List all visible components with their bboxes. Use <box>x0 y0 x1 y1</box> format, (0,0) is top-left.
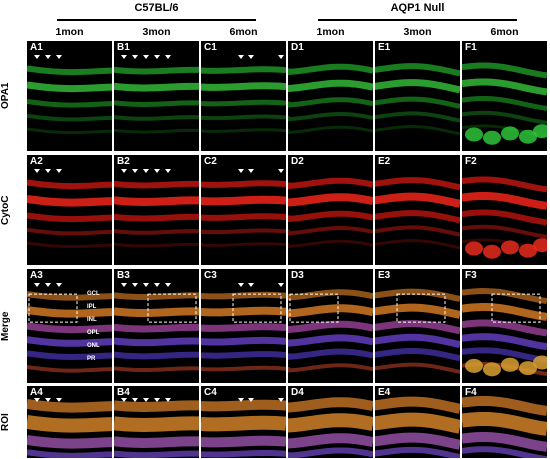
image-panel-cytoc: F2 <box>462 155 547 265</box>
micrograph <box>288 289 373 373</box>
micrograph <box>288 63 373 134</box>
group-title: AQP1 Null <box>390 2 445 14</box>
column-label: 6mon <box>490 26 519 38</box>
column-label: 3mon <box>403 26 432 38</box>
panel-label: F3 <box>465 270 477 281</box>
micrograph <box>201 55 286 133</box>
panel-label: B2 <box>117 156 130 167</box>
image-panel-opa1: B1 <box>114 41 199 151</box>
image-panel-merge: E3 <box>375 269 460 383</box>
panel-label: A2 <box>30 156 43 167</box>
image-panel-opa1: D1 <box>288 41 373 151</box>
micrograph <box>201 398 286 458</box>
retinal-layer-label: IPL <box>87 304 97 310</box>
image-panel-roi: B4 <box>114 386 199 458</box>
panel-label: A3 <box>30 270 43 281</box>
image-panel-roi: C4 <box>201 386 286 458</box>
micrograph <box>114 398 199 458</box>
panel-label: D1 <box>291 42 304 53</box>
micrograph <box>375 396 460 458</box>
retinal-layer-label: ONL <box>87 343 100 349</box>
micrograph <box>114 55 199 134</box>
panel-label: E3 <box>378 270 391 281</box>
image-panel-roi: E4 <box>375 386 460 458</box>
group-title: C57BL/6 <box>134 2 179 14</box>
retinal-layer-label: INL <box>87 317 97 323</box>
image-panel-cytoc: D2 <box>288 155 373 265</box>
micrograph <box>27 283 112 373</box>
panel-label: D2 <box>291 156 304 167</box>
row-label-merge: Merge <box>0 311 11 341</box>
panel-label: F1 <box>465 42 477 53</box>
panel-label: F2 <box>465 156 477 167</box>
image-panel-roi: A4 <box>27 386 112 458</box>
micrograph <box>462 288 547 377</box>
image-panel-cytoc: B2 <box>114 155 199 265</box>
image-panel-opa1: F1 <box>462 41 547 151</box>
image-panel-opa1: A1 <box>27 41 112 151</box>
retinal-layer-label: OPL <box>87 330 100 336</box>
panel-label: D3 <box>291 270 304 281</box>
panel-label: C4 <box>204 387 217 398</box>
image-panel-opa1: E1 <box>375 41 460 151</box>
column-label: 1mon <box>316 26 345 38</box>
image-panel-merge: F3 <box>462 269 547 383</box>
image-panel-roi: F4 <box>462 386 547 458</box>
image-panel-opa1: C1 <box>201 41 286 151</box>
image-panel-merge: D3 <box>288 269 373 383</box>
micrograph <box>375 288 460 374</box>
image-panel-roi: D4 <box>288 386 373 458</box>
image-panel-merge: A3 GCL IPL INL OPL ONL PR <box>27 269 112 383</box>
micrograph <box>201 169 286 247</box>
column-label: 3mon <box>142 26 171 38</box>
micrograph <box>114 283 199 373</box>
panel-label: A4 <box>30 387 43 398</box>
micrograph <box>462 176 547 259</box>
image-panel-cytoc: C2 <box>201 155 286 265</box>
column-label: 6mon <box>229 26 258 38</box>
micrograph <box>375 63 460 136</box>
row-label-cytoc: CytoC <box>0 195 11 225</box>
panel-label: B4 <box>117 387 130 398</box>
panel-label: C1 <box>204 42 217 53</box>
group-underline <box>57 19 256 21</box>
panel-label: C2 <box>204 156 217 167</box>
panel-label: C3 <box>204 270 217 281</box>
micrograph <box>462 62 547 145</box>
panel-label: E4 <box>378 387 391 398</box>
retinal-layer-label: GCL <box>87 291 100 297</box>
image-panel-merge: B3 <box>114 269 199 383</box>
panel-label: B3 <box>117 270 130 281</box>
micrograph <box>27 398 112 458</box>
micrograph <box>288 397 373 458</box>
micrograph <box>462 395 547 458</box>
micrograph <box>375 177 460 250</box>
micrograph <box>114 169 199 248</box>
image-panel-cytoc: E2 <box>375 155 460 265</box>
panel-label: F4 <box>465 387 477 398</box>
panel-label: E1 <box>378 42 391 53</box>
panel-label: E2 <box>378 156 391 167</box>
micrograph <box>201 283 286 372</box>
image-panel-merge: C3 <box>201 269 286 383</box>
panel-label: B1 <box>117 42 130 53</box>
panel-label: A1 <box>30 42 43 53</box>
row-label-opa1: OPA1 <box>0 82 11 110</box>
panel-label: D4 <box>291 387 304 398</box>
image-panel-cytoc: A2 <box>27 155 112 265</box>
column-label: 1mon <box>55 26 84 38</box>
micrograph <box>288 177 373 248</box>
group-underline <box>318 19 517 21</box>
micrograph <box>27 169 112 249</box>
retinal-layer-label: PR <box>87 356 96 362</box>
row-label-roi: ROI <box>0 413 11 431</box>
micrograph <box>27 55 112 135</box>
